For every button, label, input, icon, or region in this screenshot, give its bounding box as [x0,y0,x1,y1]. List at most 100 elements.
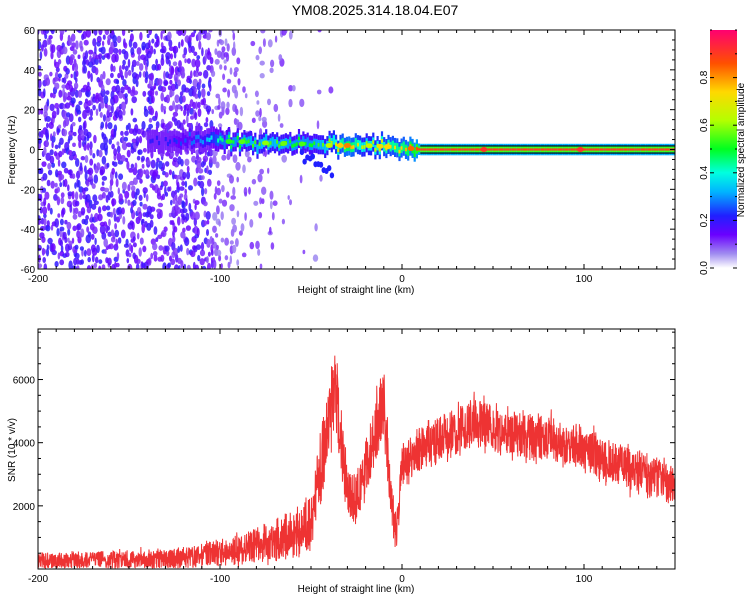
spectrogram-cell [38,40,42,50]
spectrogram-cell [156,78,163,86]
spectrogram-cell [142,203,148,210]
spectrogram-cell [474,148,477,151]
spectrogram-cell [132,252,136,260]
spectrogram-cell [117,237,122,244]
spectrogram-cell [588,148,591,151]
spectrogram-cell [46,244,50,250]
spectrogram-cell [138,135,143,144]
spectrogram-cell [127,122,131,130]
spectrogram-cell [220,211,224,221]
spectrogram-cell [225,139,233,145]
spectrogram-cell [108,138,112,145]
spectrogram-cell [343,143,351,149]
spectrogram-cell [48,35,53,40]
spectrogram-cell [426,148,429,151]
spectrogram-cell [126,149,131,158]
spectrogram-cell [407,146,410,156]
spectrogram-cell [157,202,164,208]
spectrogram-cell [439,148,443,151]
spectrogram-cell [194,264,200,269]
spectrogram-cell [153,135,156,147]
spectrogram-cell [75,70,79,77]
spectrogram-cell [189,78,192,85]
spectrogram-cell [77,54,81,60]
spectrogram-cell [183,108,187,117]
spectrogram-cell [79,192,83,200]
spectrogram-cell [141,120,146,130]
spectrogram-cell [219,136,222,141]
spectrogram-cell [205,211,211,220]
spectrogram-cell [259,107,262,118]
spectrogram-cell [43,263,48,269]
spectrogram-cell [496,148,499,151]
spectrogram-cell [191,58,196,68]
spectrogram-cell [260,30,266,34]
spectrogram-cell [200,241,205,251]
spectrogram-cell [164,80,169,86]
spectrogram-cell [148,39,151,49]
spectrogram-cell [522,148,525,151]
spectrogram-cell [224,237,230,246]
spectrogram-cell [155,237,159,243]
spectrogram-cell [178,41,181,49]
spectrogram-cell [428,148,432,151]
spectrogram-cell [208,169,212,175]
spectrogram-cell [39,232,45,239]
spectrogram-cell [72,213,78,220]
spectrogram-cell [130,163,135,169]
spectrogram-cell [231,217,237,225]
spectrogram-cell [186,264,191,269]
spectrogram-cell [261,186,267,195]
spectrogram-cell [174,94,180,104]
spectrogram-cell [518,148,521,151]
spectrogram-cell [142,90,147,97]
spectrogram-cell [169,186,172,192]
spectrogram-cell [232,224,238,233]
spectrogram-cell [92,93,96,99]
spectrogram-cell [212,256,216,263]
spectrogram-cell [267,143,270,147]
spectrogram-cell [158,141,161,146]
spectrogram-cell [132,177,138,185]
spectrogram-cell [50,51,54,60]
spectrogram-cell [138,194,143,201]
spectrogram-cell [99,73,104,82]
spectrogram-cell [142,148,147,153]
spectrogram-cell [75,77,78,83]
spectrogram-cell [196,156,202,163]
spectrogram-cell [115,84,121,94]
spectrogram-cell [100,46,106,55]
spectrogram-cell [232,32,236,41]
spectrogram-cell [273,139,277,149]
spectrogram-cell [62,129,68,137]
spectrogram-cell [336,143,344,149]
spectrogram-cell [139,31,143,41]
spectrogram-cell [86,226,90,233]
spectrogram-cell [94,237,97,245]
spectrogram-cell [178,60,182,69]
spectrogram-cell [243,187,248,196]
spectrogram-cell [116,145,121,154]
spectrogram-cell [269,141,272,145]
spectrogram-cell [70,97,76,104]
spectrogram-cell [78,100,83,106]
spectrogram-cell [46,179,51,187]
spectrogram-cell [229,240,234,245]
spectrogram-cell [101,264,106,269]
spectrogram-cell [365,141,368,145]
spectrogram-cell [327,165,332,172]
spectrogram-cell [129,30,134,33]
spectrogram-cell [177,136,180,148]
spectrogram-cell [321,143,325,147]
spectrogram-cell [168,105,174,112]
spectrogram-cell [109,243,114,250]
spectrogram-cell [102,71,106,80]
spectrogram-cell [161,45,167,54]
spectrogram-cell [415,147,418,151]
spectrogram-cell [278,54,283,61]
snr-x-ticks: -200 -100 0 100 [28,329,676,585]
spectrogram-cell [223,139,226,150]
spectrogram-cell [164,245,170,252]
spectrogram-cell [99,166,106,175]
spectrogram-cell [584,148,587,151]
